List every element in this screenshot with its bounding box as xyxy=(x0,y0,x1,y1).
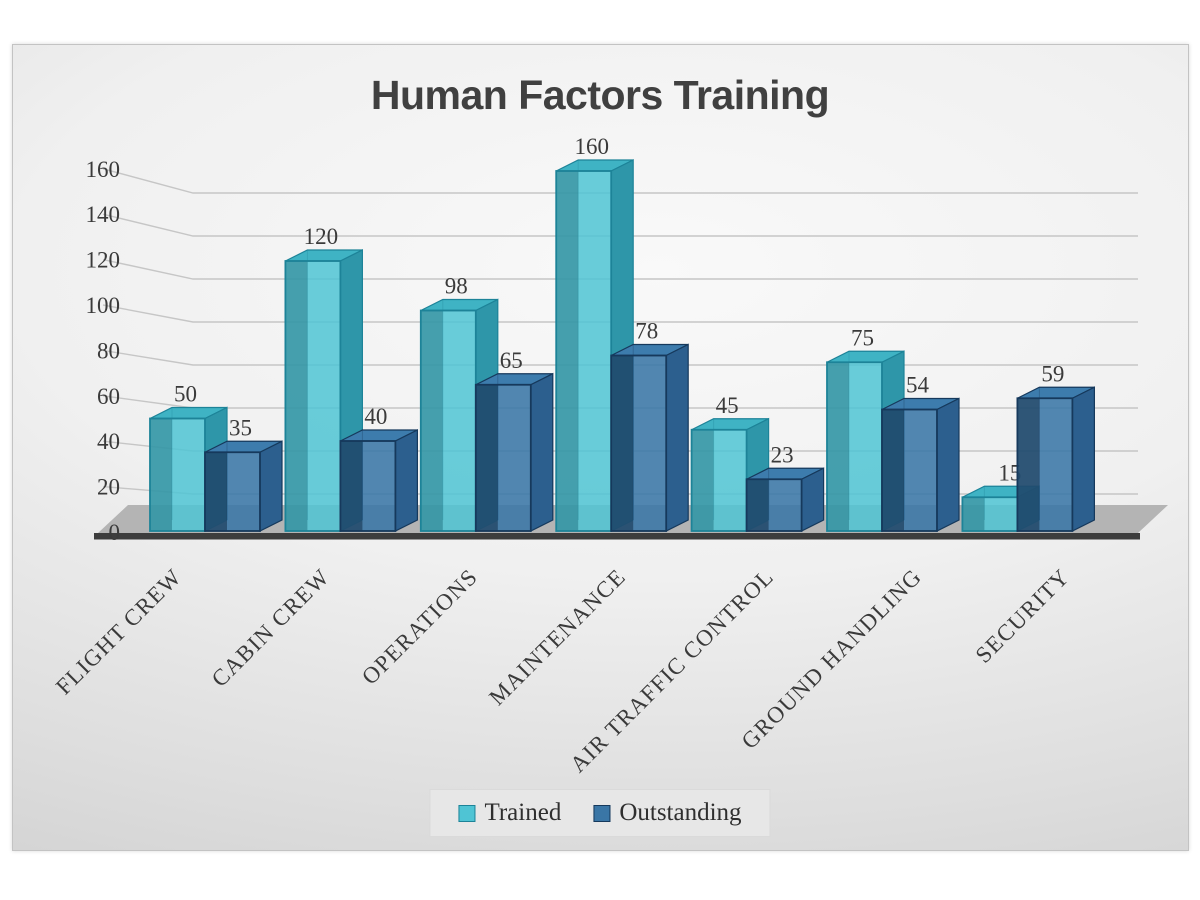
gridline xyxy=(102,213,1138,237)
data-label-trained: 15 xyxy=(998,460,1021,485)
data-label-outstanding: 35 xyxy=(229,415,252,440)
bar-inner-shade xyxy=(205,452,227,531)
bar-inner-shade xyxy=(611,355,634,531)
bar-front-face xyxy=(882,409,937,531)
bar-front-outline xyxy=(204,451,261,532)
x-axis-baseline xyxy=(94,533,1140,540)
bar-inner-shade xyxy=(340,441,363,531)
bar-front-face xyxy=(150,418,205,531)
y-axis-tick-label: 120 xyxy=(86,248,121,273)
x-axis-category-labels: FLIGHT CREW CABIN CREW OPERATIONS MAINTENAN… xyxy=(51,564,1075,777)
bar-front-outline xyxy=(474,383,532,532)
data-label-trained: 50 xyxy=(174,382,197,407)
chart-legend: Trained Outstanding xyxy=(429,789,771,837)
gridline xyxy=(102,168,1138,194)
bar-front-face xyxy=(611,355,667,531)
legend-swatch-trained xyxy=(458,804,476,822)
data-label-outstanding: 65 xyxy=(500,348,523,373)
bar-inner-shade xyxy=(882,409,904,531)
legend-label-trained: Trained xyxy=(484,799,562,826)
y-axis-tick-label: 60 xyxy=(97,384,120,409)
legend-item-trained: Trained xyxy=(458,799,561,827)
bar-front-outline xyxy=(284,260,342,532)
bar-inner-shade xyxy=(827,362,849,531)
y-axis-tick-labels: 0 20 40 60 80 100 120 140 160 xyxy=(86,157,121,545)
bar-front-face xyxy=(691,429,747,531)
data-label-outstanding: 23 xyxy=(771,442,794,467)
bar-side-face xyxy=(394,429,418,532)
gridline xyxy=(102,304,1138,323)
bar-inner-shade xyxy=(556,171,579,531)
legend-label-outstanding: Outstanding xyxy=(619,799,742,826)
legend-swatch-outstanding xyxy=(593,804,611,822)
bars-group: 50 35 120 40 98 65 160 78 45 23 75 54 15 59 xyxy=(149,134,1096,532)
bar-front-outline xyxy=(339,440,397,532)
data-label-trained: 160 xyxy=(574,134,609,159)
data-label-trained: 45 xyxy=(716,393,739,418)
bar-side-face xyxy=(936,397,960,532)
bar-front-face xyxy=(285,261,341,531)
x-axis-category-label: MAINTENANCE xyxy=(484,564,630,710)
bar-front-outline xyxy=(610,354,668,532)
y-axis-tick-label: 40 xyxy=(97,429,120,454)
data-label-trained: 75 xyxy=(851,325,874,350)
bar-inner-shade xyxy=(475,384,498,531)
data-label-outstanding: 54 xyxy=(906,373,930,398)
bar-side-face xyxy=(259,440,283,532)
x-axis-category-label: FLIGHT CREW xyxy=(51,564,187,700)
bar-inner-shade xyxy=(150,418,172,531)
y-axis-tick-label: 100 xyxy=(86,293,121,318)
bar-front-face xyxy=(556,171,612,531)
bar-side-face xyxy=(800,467,825,532)
x-axis-category-label: CABIN CREW xyxy=(207,564,335,692)
bar-front-face xyxy=(420,310,476,531)
bar-front-face xyxy=(746,479,802,531)
data-label-outstanding: 40 xyxy=(364,404,387,429)
x-axis-category-label: SECURITY xyxy=(971,564,1075,668)
bar-inner-shade xyxy=(1017,398,1040,531)
bar-inner-shade xyxy=(962,497,985,531)
bar-side-face xyxy=(530,372,554,532)
bar-inner-shade xyxy=(746,479,769,531)
y-axis-tick-label: 20 xyxy=(97,475,120,500)
bar-front-face xyxy=(962,497,1018,531)
gridline xyxy=(102,258,1138,280)
data-label-outstanding: 59 xyxy=(1041,361,1064,386)
bar-front-outline xyxy=(555,170,613,532)
y-axis-tick-label: 80 xyxy=(97,338,120,363)
data-label-trained: 120 xyxy=(304,224,339,249)
bar-front-outline xyxy=(1016,397,1074,532)
chart-title: Human Factors Training xyxy=(370,72,830,118)
gridline xyxy=(102,349,1138,366)
legend-item-outstanding: Outstanding xyxy=(593,799,742,827)
y-axis-tick-label: 160 xyxy=(86,157,121,182)
bar-front-face xyxy=(205,452,260,531)
bar-front-face xyxy=(1017,398,1073,531)
y-axis-tick-label: 140 xyxy=(86,202,121,227)
bar-side-face xyxy=(665,343,689,532)
data-label-outstanding: 78 xyxy=(635,319,658,344)
bar-front-outline xyxy=(881,408,938,532)
bar-front-face xyxy=(340,441,396,531)
x-axis-category-label: OPERATIONS xyxy=(357,564,483,690)
bar-front-outline xyxy=(745,478,803,532)
data-label-trained: 98 xyxy=(445,274,468,299)
y-axis-tick-label: 0 xyxy=(109,520,121,545)
bar-inner-shade xyxy=(420,310,443,531)
bar-inner-shade xyxy=(691,429,714,531)
bar-inner-shade xyxy=(285,261,308,531)
bar-front-face xyxy=(475,384,531,531)
bar-side-face xyxy=(1071,386,1096,532)
bar-front-face xyxy=(827,362,882,531)
